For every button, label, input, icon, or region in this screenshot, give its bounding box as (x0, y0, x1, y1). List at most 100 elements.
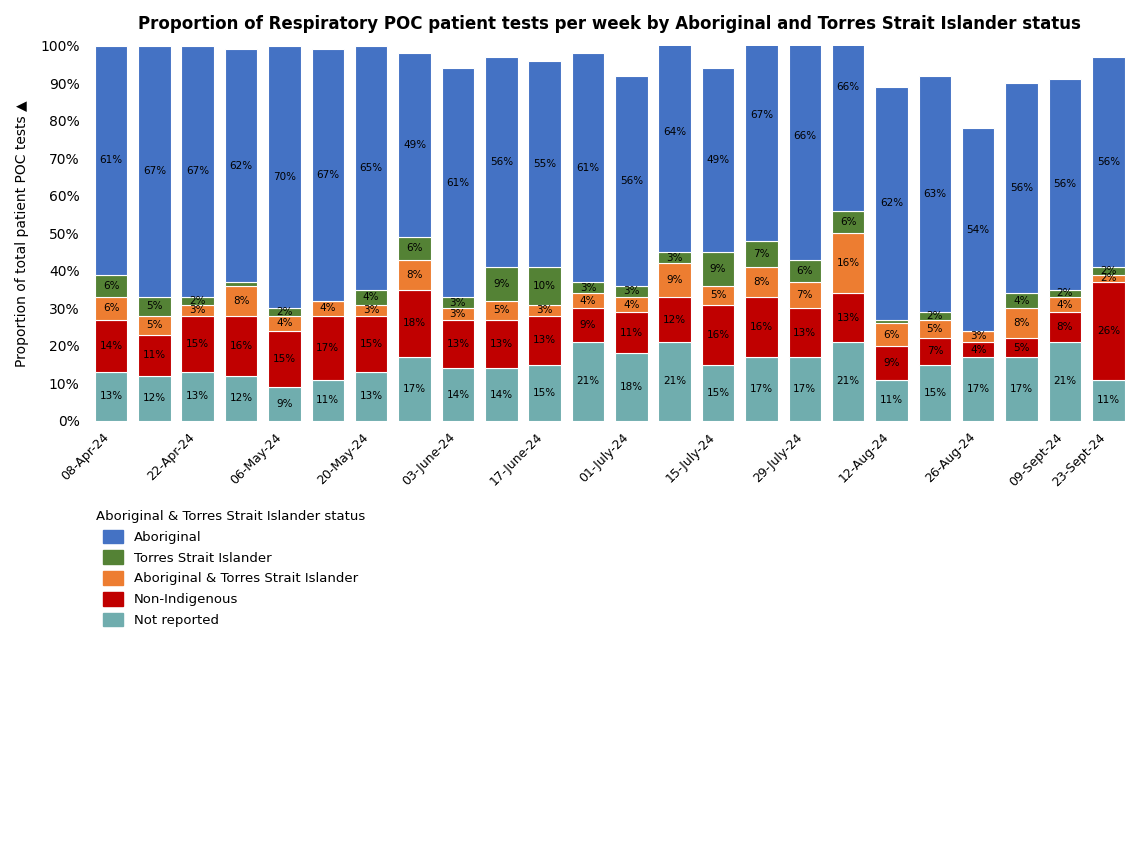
Bar (95, 320, 127, 372)
Bar (398, 237, 431, 260)
Bar (442, 297, 474, 308)
Text: 4%: 4% (1013, 296, 1029, 306)
Bar (268, 308, 301, 316)
Bar (875, 379, 908, 421)
Text: 3%: 3% (970, 331, 987, 341)
Text: 17%: 17% (316, 342, 339, 353)
Text: 15%: 15% (360, 339, 382, 349)
Text: 9%: 9% (493, 279, 510, 289)
Text: 9%: 9% (579, 320, 597, 330)
Text: 6%: 6% (797, 266, 813, 276)
Bar (745, 0, 777, 241)
Text: 18%: 18% (403, 318, 426, 329)
Text: 49%: 49% (706, 155, 729, 165)
Bar (528, 61, 561, 267)
Bar (139, 335, 171, 376)
Bar (875, 323, 908, 346)
Bar (311, 301, 345, 316)
Text: 3%: 3% (536, 305, 553, 315)
Bar (485, 267, 518, 301)
Text: 55%: 55% (534, 159, 556, 169)
Text: 6%: 6% (883, 329, 900, 340)
Bar (181, 316, 214, 372)
Bar (1049, 297, 1081, 312)
Text: 5%: 5% (926, 324, 943, 334)
Bar (485, 320, 518, 368)
Text: 17%: 17% (793, 384, 816, 394)
Text: 62%: 62% (229, 161, 253, 171)
Text: 15%: 15% (187, 339, 210, 349)
Bar (139, 316, 171, 335)
Text: 65%: 65% (360, 163, 382, 173)
Bar (485, 301, 518, 320)
Text: 2%: 2% (276, 307, 293, 317)
Bar (918, 312, 951, 320)
Bar (355, 46, 387, 290)
Text: 26%: 26% (1097, 326, 1120, 335)
Text: 2%: 2% (1100, 266, 1116, 276)
Bar (571, 53, 605, 282)
Text: 67%: 67% (750, 110, 773, 120)
Bar (615, 353, 648, 421)
Text: 66%: 66% (837, 82, 860, 92)
Text: 9%: 9% (883, 358, 900, 368)
Bar (139, 297, 171, 316)
Text: 16%: 16% (750, 322, 773, 332)
Bar (1005, 293, 1037, 308)
Bar (745, 241, 777, 267)
Bar (311, 379, 345, 421)
Text: 9%: 9% (666, 275, 682, 286)
Text: 61%: 61% (447, 178, 469, 187)
Bar (95, 274, 127, 297)
Text: 8%: 8% (1013, 318, 1029, 329)
Text: 8%: 8% (406, 269, 423, 280)
Bar (832, 233, 864, 293)
Text: 2%: 2% (189, 296, 206, 306)
Bar (1049, 342, 1081, 421)
Bar (95, 46, 127, 274)
Bar (875, 87, 908, 320)
Text: 17%: 17% (750, 384, 773, 394)
Text: 5%: 5% (710, 290, 726, 300)
Bar (442, 68, 474, 297)
Bar (1049, 79, 1081, 290)
Text: 11%: 11% (143, 350, 166, 360)
Text: 2%: 2% (926, 310, 943, 321)
Bar (1092, 267, 1124, 274)
Text: 13%: 13% (187, 391, 210, 402)
Text: 63%: 63% (923, 189, 947, 199)
Bar (1049, 312, 1081, 342)
Text: 17%: 17% (966, 384, 989, 394)
Text: 3%: 3% (450, 298, 466, 308)
Text: 4%: 4% (319, 304, 337, 313)
Text: 14%: 14% (100, 341, 123, 351)
Bar (702, 68, 734, 252)
Text: 15%: 15% (534, 388, 556, 397)
Bar (528, 365, 561, 421)
Bar (181, 372, 214, 421)
Bar (224, 49, 258, 282)
Bar (918, 338, 951, 365)
Text: 5%: 5% (493, 305, 510, 315)
Bar (962, 357, 995, 421)
Text: 5%: 5% (1013, 342, 1029, 353)
Bar (355, 304, 387, 316)
Text: 56%: 56% (1097, 157, 1120, 167)
Text: 61%: 61% (576, 163, 600, 173)
Text: 16%: 16% (229, 341, 253, 351)
Bar (95, 372, 127, 421)
Text: 3%: 3% (666, 253, 682, 262)
Text: 4%: 4% (363, 292, 379, 302)
Bar (224, 286, 258, 316)
Bar (658, 342, 690, 421)
Bar (832, 342, 864, 421)
Text: 3%: 3% (450, 309, 466, 319)
Bar (528, 304, 561, 316)
Text: 3%: 3% (189, 305, 206, 315)
Text: 7%: 7% (797, 290, 813, 300)
Bar (355, 290, 387, 304)
Bar (658, 297, 690, 342)
Text: 16%: 16% (837, 258, 860, 268)
Text: 70%: 70% (273, 172, 295, 182)
Text: 11%: 11% (1097, 396, 1120, 405)
